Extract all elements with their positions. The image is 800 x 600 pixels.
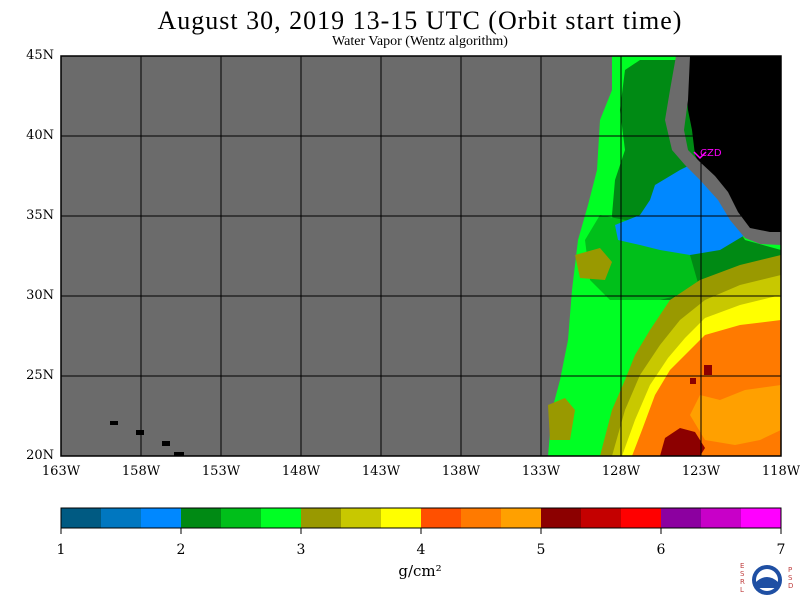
colorbar-swatch [261, 508, 302, 528]
colorbar-tick-label: 7 [776, 542, 786, 558]
humid-band-red-dot-2 [690, 378, 696, 384]
colorbar-swatch [541, 508, 582, 528]
lon-label: 163W [41, 464, 81, 479]
lat-label: 45N [26, 48, 54, 63]
humid-band-red-spot [660, 428, 705, 456]
lon-label: 128W [601, 464, 641, 479]
colorbar-tick-label: 6 [656, 542, 666, 558]
logo-letter-e: E [740, 562, 744, 570]
humid-band-orange-light [690, 385, 781, 445]
colorbar-swatch [181, 508, 222, 528]
colorbar-tick-label: 4 [416, 542, 426, 558]
colorbar-swatch [661, 508, 702, 528]
colorbar-swatch [621, 508, 662, 528]
lon-label: 133W [521, 464, 561, 479]
colorbar-units: g/cm² [398, 562, 442, 580]
colorbar-swatch [221, 508, 262, 528]
island-maui [162, 441, 170, 446]
colorbar-swatch [61, 508, 102, 528]
graticule [61, 56, 781, 456]
logo-letter-d: D [788, 582, 793, 590]
lon-label: 153W [201, 464, 241, 479]
land-north-america [685, 56, 781, 236]
colorbar-swatch [341, 508, 382, 528]
map-plot-area [61, 56, 781, 456]
colorbar-swatch [461, 508, 502, 528]
chart-subtitle: Water Vapor (Wentz algorithm) [332, 34, 508, 49]
island-hawaii [174, 452, 184, 456]
island-kauai [110, 421, 118, 425]
lon-label: 123W [681, 464, 721, 479]
logo-letter-s2: S [788, 574, 793, 582]
lon-label: 138W [441, 464, 481, 479]
colorbar-swatch [301, 508, 342, 528]
lat-label: 25N [26, 368, 54, 383]
island-oahu [136, 430, 144, 435]
swath-band-green-mid [585, 215, 700, 300]
colorbar-swatch [141, 508, 182, 528]
colorbar-tick-label: 5 [536, 542, 546, 558]
logo-letter-r: R [740, 578, 745, 586]
lon-label: 158W [121, 464, 161, 479]
colorbar-tick-label: 1 [56, 542, 66, 558]
lat-label: 20N [26, 448, 54, 463]
colorbar-tick-label: 3 [296, 542, 306, 558]
chart-title: August 30, 2019 13-15 UTC (Orbit start t… [157, 6, 683, 35]
dry-patch-olive [575, 248, 612, 280]
station-marker [693, 151, 707, 160]
lon-label: 143W [361, 464, 401, 479]
lon-label: 148W [281, 464, 321, 479]
lat-label: 30N [26, 288, 54, 303]
logo-letter-l: L [740, 586, 744, 594]
lon-label: 118W [761, 464, 800, 479]
colorbar-swatch [701, 508, 742, 528]
colorbar-swatch [381, 508, 422, 528]
lat-label: 40N [26, 128, 54, 143]
colorbar-tick-label: 2 [176, 542, 186, 558]
colorbar-swatch [421, 508, 462, 528]
logo-letter-s: S [740, 570, 745, 578]
lat-label: 35N [26, 208, 54, 223]
humid-band-red-dot [704, 365, 712, 375]
colorbar-swatch [741, 508, 782, 528]
logo-letter-p: P [788, 566, 792, 574]
land-mask-gray [665, 56, 781, 245]
colorbar-swatch [581, 508, 622, 528]
colorbar-swatch [101, 508, 142, 528]
noaa-logo: E S R L P S D [740, 562, 793, 595]
colorbar [60, 507, 782, 534]
plot-frame [60, 55, 782, 457]
dry-patch-olive-2 [548, 398, 575, 440]
colorbar-swatch [501, 508, 542, 528]
station-label: CZD [700, 148, 722, 159]
